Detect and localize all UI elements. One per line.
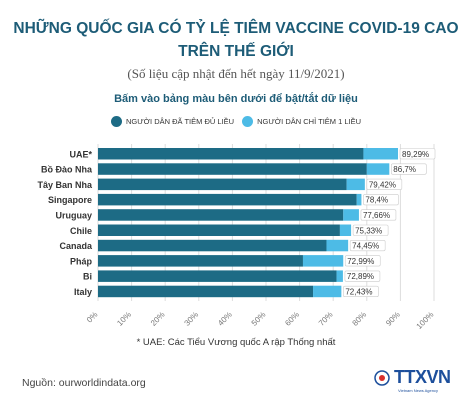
bar-full-dose (98, 224, 340, 236)
category-label: Chile (70, 226, 92, 236)
x-tick-label: 10% (115, 310, 133, 328)
bar-full-dose (98, 239, 327, 252)
data-label-box (360, 209, 397, 221)
legend-label-full-dose: NGƯỜI DÂN ĐÃ TIÊM ĐỦ LIỀU (125, 117, 235, 126)
legend: NGƯỜI DÂN ĐÃ TIÊM ĐỦ LIỀU NGƯỜI DÂN CHỈ … (0, 116, 472, 127)
x-tick-label: 100% (415, 310, 436, 331)
legend-item-full-dose[interactable]: NGƯỜI DÂN ĐÃ TIÊM ĐỦ LIỀU (110, 116, 235, 127)
bar-full-dose (98, 209, 344, 221)
bar-one-dose (356, 193, 362, 206)
category-label: Pháp (70, 256, 93, 266)
legend-instruction: Bấm vào bảng màu bên dưới để bật/tắt dữ … (114, 93, 358, 105)
bar-one-dose (302, 255, 344, 267)
bar-one-dose (346, 178, 365, 191)
chart-subtitle: (Số liệu cập nhật đến hết ngày 11/9/2021… (127, 66, 345, 81)
bar-full-dose (98, 163, 367, 175)
data-label: 74,45% (352, 242, 379, 251)
category-label: Uruguay (55, 210, 92, 220)
x-tick-label: 70% (317, 310, 335, 328)
bar-full-dose (98, 178, 347, 191)
category-label: UAE* (69, 149, 92, 159)
logo-emblem-icon (374, 369, 390, 386)
footnote: * UAE: Các Tiểu Vương quốc A rập Thống n… (136, 337, 336, 348)
data-label: 79,42% (369, 180, 396, 189)
data-label: 72,89% (347, 272, 374, 281)
data-label-box (344, 270, 381, 282)
data-label-box (343, 285, 379, 297)
bar-full-dose (98, 148, 364, 160)
data-label-box (352, 224, 389, 236)
ttxvn-logo: TTXVN Vietnam News Agency (374, 367, 451, 393)
logo-subtext: Vietnam News Agency (398, 388, 438, 393)
bar-one-dose (313, 285, 342, 298)
data-label: 72,99% (347, 257, 374, 266)
chart-title-line-1: NHỮNG QUỐC GIA CÓ TỶ LỆ TIÊM VACCINE COV… (13, 20, 459, 37)
legend-swatch-one-dose (242, 116, 254, 127)
x-tick-label: 60% (283, 310, 301, 328)
data-label: 77,66% (363, 211, 390, 220)
bar-full-dose (98, 270, 337, 282)
bar-full-dose (98, 193, 357, 206)
bar-one-dose (366, 163, 390, 175)
data-label-box (344, 255, 381, 267)
x-tick-label: 30% (183, 310, 201, 328)
x-tick-label: 20% (149, 310, 167, 328)
legend-label-one-dose: NGƯỜI DÂN CHỈ TIÊM 1 LIỀU (257, 117, 362, 126)
category-label: Tây Ban Nha (37, 180, 93, 190)
legend-swatch-full-dose (110, 116, 122, 127)
bar-one-dose (363, 148, 399, 160)
category-label: Bỉ (83, 272, 92, 282)
bar-one-dose (343, 209, 359, 221)
data-label: 75,33% (355, 226, 382, 235)
data-label-box (391, 163, 427, 175)
data-label-box (366, 178, 403, 190)
data-label: 78,4% (365, 196, 388, 205)
category-label: Italy (74, 287, 92, 297)
data-label: 89,29% (402, 150, 429, 159)
category-label: Bồ Đào Nha (41, 165, 93, 175)
category-label: Singapore (48, 195, 92, 205)
data-label-box (399, 148, 436, 160)
data-label: 86,7% (393, 165, 416, 174)
bar-one-dose (326, 239, 349, 252)
bar-one-dose (339, 224, 352, 236)
x-tick-label: 50% (250, 310, 268, 328)
category-label: Canada (59, 241, 93, 251)
data-label-box (363, 194, 399, 206)
bar-chart: 0% 10% 20% 30% 40% 50% 60% 70% 80% 90% 100% UAE* 89,… (37, 144, 436, 331)
logo-text: TTXVN (394, 367, 451, 387)
legend-item-one-dose[interactable]: NGƯỜI DÂN CHỈ TIÊM 1 LIỀU (242, 116, 361, 127)
data-label-box (349, 240, 386, 252)
x-tick-label: 0% (85, 310, 100, 325)
x-tick-label: 90% (384, 310, 402, 328)
x-tick-label: 80% (351, 310, 369, 328)
chart-title-line-2: TRÊN THẾ GIỚI (178, 43, 294, 60)
data-label: 72,43% (345, 287, 372, 296)
source-text: Nguồn: ourworldindata.org (22, 377, 146, 389)
bar-full-dose (98, 285, 314, 298)
bar-one-dose (336, 270, 343, 282)
bar-full-dose (98, 255, 303, 267)
x-tick-label: 40% (216, 310, 234, 328)
